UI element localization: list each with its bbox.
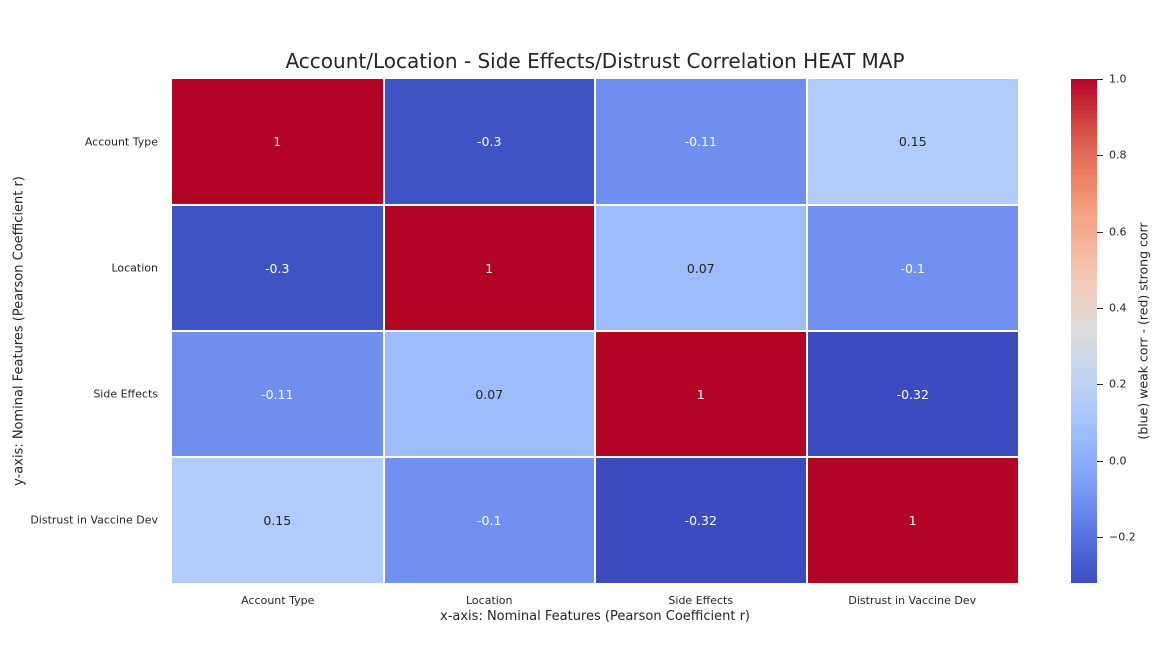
colorbar: [1071, 79, 1097, 583]
y-tick-label: Side Effects: [93, 387, 158, 401]
x-tick-label: Side Effects: [668, 594, 734, 607]
heatmap-cell: -0.1: [383, 457, 595, 583]
heatmap-cell: -0.32: [806, 331, 1018, 457]
heatmap-cell: -0.11: [172, 331, 384, 457]
x-tick-label: Location: [465, 594, 513, 607]
colorbar-tick-label: 1.0: [1109, 72, 1127, 86]
heatmap-cell: -0.32: [595, 457, 807, 583]
colorbar-tick-mark: [1097, 537, 1103, 539]
heatmap-cell: -0.11: [595, 79, 807, 205]
colorbar-tick-label: 0.8: [1109, 148, 1127, 162]
y-axis-label: y-axis: Nominal Features (Pearson Coeffi…: [11, 176, 27, 486]
heatmap-cell: 1: [172, 79, 384, 205]
colorbar-tick-label: 0.6: [1109, 225, 1127, 239]
colorbar-tick-mark: [1097, 231, 1103, 233]
y-tick-label: Account Type: [84, 135, 158, 149]
x-tick-label: Account Type: [241, 594, 315, 607]
colorbar-tick-label: 0.2: [1109, 377, 1127, 391]
heatmap-cell: 0.07: [383, 331, 595, 457]
heatmap-cell: -0.1: [806, 205, 1018, 331]
colorbar-tick-mark: [1097, 79, 1103, 80]
x-tick-label: Distrust in Vaccine Dev: [848, 594, 977, 607]
colorbar-tick-label: −0.2: [1109, 530, 1136, 544]
colorbar-label: (blue) weak corr - (red) strong corr: [1135, 222, 1151, 440]
heatmap-grid: 1 -0.3 -0.11 0.15 -0.3 1 0.07 -0.1 -0.11 0.07 1 -0.…: [172, 79, 1018, 583]
chart-title: Account/Location - Side Effects/Distrust…: [285, 49, 905, 73]
y-tick-label: Distrust in Vaccine Dev: [30, 513, 158, 527]
colorbar-tick-mark: [1097, 155, 1103, 157]
colorbar-tick-mark: [1097, 308, 1103, 310]
heatmap-cell: 1: [806, 457, 1018, 583]
heatmap-cell: 1: [383, 205, 595, 331]
colorbar-tick-label: 0.0: [1109, 454, 1127, 468]
heatmap-cell: 0.15: [172, 457, 384, 583]
x-axis-label: x-axis: Nominal Features (Pearson Coeffi…: [440, 609, 750, 624]
y-tick-label: Location: [111, 261, 158, 275]
colorbar-tick-label: 0.4: [1109, 301, 1127, 315]
colorbar-tick-mark: [1097, 460, 1103, 462]
heatmap-cell: 1: [595, 331, 807, 457]
heatmap-cell: -0.3: [172, 205, 384, 331]
heatmap-cell: 0.15: [806, 79, 1018, 205]
heatmap-cell: -0.3: [383, 79, 595, 205]
heatmap-cell: 0.07: [595, 205, 807, 331]
colorbar-tick-mark: [1097, 384, 1103, 386]
